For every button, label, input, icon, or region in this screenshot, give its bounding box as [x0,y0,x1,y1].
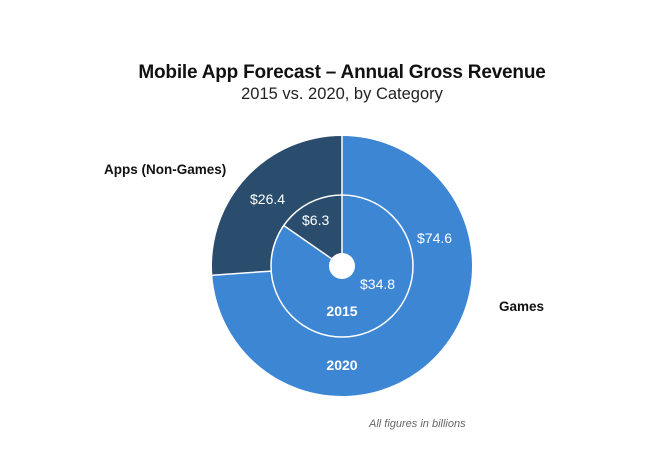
value-label-games-2020: $74.6 [417,230,452,246]
ring-label-2015: 2015 [326,303,357,319]
category-label-apps: Apps (Non-Games) [104,162,226,177]
labels: Apps (Non-Games) Games $26.4 $74.6 $6.3 … [104,162,544,373]
footnote: All figures in billions [369,418,466,430]
chart-subtitle: 2015 vs. 2020, by Category [241,85,443,103]
slice-2015-apps [283,195,342,266]
divider-2020-1 [212,270,272,277]
center-hole [329,253,355,279]
ring-label-2020: 2020 [326,357,357,373]
chart-title: Mobile App Forecast – Annual Gross Reven… [138,62,546,83]
category-label-games: Games [499,299,544,314]
value-label-apps-2020: $26.4 [250,191,285,207]
value-label-apps-2015: $6.3 [302,212,329,228]
value-label-games-2015: $34.8 [360,276,395,292]
